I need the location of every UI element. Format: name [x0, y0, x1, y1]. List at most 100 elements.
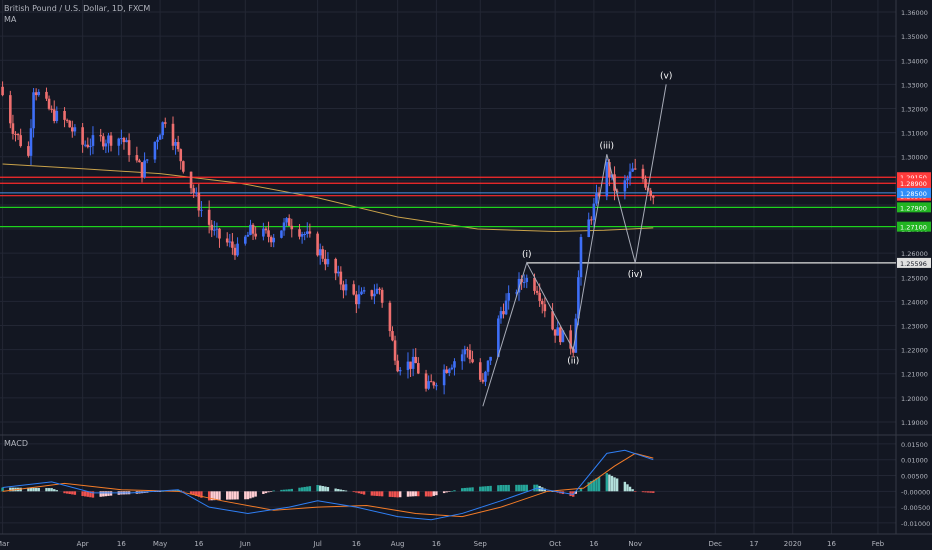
- ma-indicator-label[interactable]: MA: [4, 15, 17, 24]
- macd-histogram-bar: [226, 491, 229, 500]
- macd-tick-label: -0.01000: [901, 520, 930, 528]
- candle: [89, 138, 92, 156]
- time-tick-label: Jul: [312, 540, 322, 548]
- candle: [406, 352, 410, 379]
- macd-histogram-bar: [375, 491, 379, 496]
- macd-histogram-bar: [91, 491, 95, 498]
- macd-histogram-bar: [306, 486, 309, 492]
- candle: [352, 280, 356, 296]
- candle: [91, 126, 95, 155]
- macd-histogram-bar: [63, 491, 66, 494]
- macd-histogram-bar: [228, 491, 232, 500]
- candle: [174, 138, 177, 155]
- candle: [543, 297, 547, 318]
- candle-body: [569, 330, 572, 349]
- candle: [117, 137, 121, 156]
- macd-histogram-bar: [11, 487, 15, 492]
- wave-label[interactable]: (ii): [567, 357, 579, 367]
- candle-body: [626, 178, 629, 181]
- candle-body: [32, 92, 35, 129]
- candle-body: [207, 209, 211, 225]
- candle-body: [213, 229, 216, 231]
- candle: [287, 214, 291, 227]
- candle: [218, 227, 221, 248]
- candle: [47, 95, 51, 111]
- candle: [63, 107, 66, 128]
- macd-histogram-bar: [213, 491, 216, 501]
- candle-body: [218, 228, 221, 239]
- candle-body: [393, 340, 397, 361]
- candle: [468, 344, 472, 364]
- wave-label[interactable]: (iii): [600, 141, 615, 151]
- candle: [497, 315, 500, 358]
- candle-body: [362, 290, 366, 292]
- wave-label[interactable]: (i): [522, 250, 532, 260]
- candle: [14, 131, 17, 142]
- macd-histogram-bar: [450, 490, 454, 492]
- candle: [161, 121, 164, 140]
- macd-histogram-bar: [290, 488, 293, 492]
- candle-body: [409, 361, 412, 369]
- candle: [231, 232, 234, 255]
- candle: [561, 330, 565, 343]
- macd-histogram-bar: [50, 488, 53, 492]
- candle: [55, 106, 59, 124]
- candle: [19, 128, 22, 148]
- macd-histogram-bar: [463, 487, 466, 492]
- candle: [577, 270, 580, 326]
- candle: [156, 136, 159, 150]
- candle: [264, 226, 268, 234]
- candle-body: [189, 171, 193, 189]
- candle-body: [587, 219, 591, 238]
- time-tick-label: Feb: [872, 540, 885, 548]
- time-tick-label: Jun: [239, 540, 251, 548]
- price-tick-label: 1.31000: [901, 130, 928, 138]
- macd-histogram-bar: [608, 474, 611, 492]
- candle: [16, 133, 20, 140]
- candle-body: [233, 247, 237, 256]
- macd-histogram-bar: [161, 491, 164, 492]
- candle-body: [249, 224, 252, 235]
- price-tick-label: 1.34000: [901, 57, 928, 65]
- candle-body: [215, 228, 219, 230]
- macd-histogram-bar: [504, 484, 508, 492]
- macd-histogram-bar: [287, 489, 291, 492]
- macd-indicator-label[interactable]: MACD: [4, 439, 28, 448]
- candle: [522, 274, 526, 288]
- candle: [499, 306, 503, 324]
- candle-body: [615, 190, 619, 192]
- price-tag-box: [897, 221, 931, 232]
- candle: [355, 290, 358, 314]
- macd-histogram-bar: [244, 491, 247, 500]
- candle-body: [321, 249, 325, 259]
- macd-histogram-bar: [176, 489, 180, 492]
- candle: [109, 132, 113, 152]
- macd-histogram-bar: [499, 485, 503, 492]
- time-tick-label: 16: [352, 540, 361, 548]
- wave-label[interactable]: (v): [660, 71, 672, 81]
- wave-path[interactable]: [482, 84, 667, 407]
- time-axis[interactable]: Mar Apr 16 May 16 Jun Jul 16 Aug 16 Sep Oct 16 Nov Dec…: [0, 540, 885, 548]
- price-axis[interactable]: 1.19000 1.20000 1.21000 1.22000 1.23000 1.240…: [901, 9, 930, 528]
- candle: [122, 136, 126, 150]
- symbol-title[interactable]: British Pound / U.S. Dollar, 1D, FXCM: [4, 4, 151, 13]
- macd-histogram-bar: [641, 491, 645, 493]
- candle-body: [269, 236, 273, 243]
- candle-body: [571, 348, 575, 353]
- wave-label[interactable]: (iv): [628, 270, 643, 280]
- elliott-wave-drawing[interactable]: (i) (ii) (iii) (iv) (v): [482, 71, 673, 407]
- time-tick-label: 16: [432, 540, 441, 548]
- candle: [192, 184, 195, 198]
- candle-body: [556, 327, 560, 336]
- price-tags: 1.291501.289001.283831.285001.279001.271…: [897, 172, 931, 268]
- candle-body: [502, 311, 505, 315]
- candle: [107, 132, 110, 153]
- horizontal-levels[interactable]: [0, 176, 896, 264]
- time-tick-label: 17: [750, 540, 759, 548]
- macd-tick-label: -0.00000: [901, 488, 930, 496]
- candle: [631, 162, 634, 173]
- candle: [342, 280, 345, 299]
- macd-histogram-bar: [590, 481, 593, 492]
